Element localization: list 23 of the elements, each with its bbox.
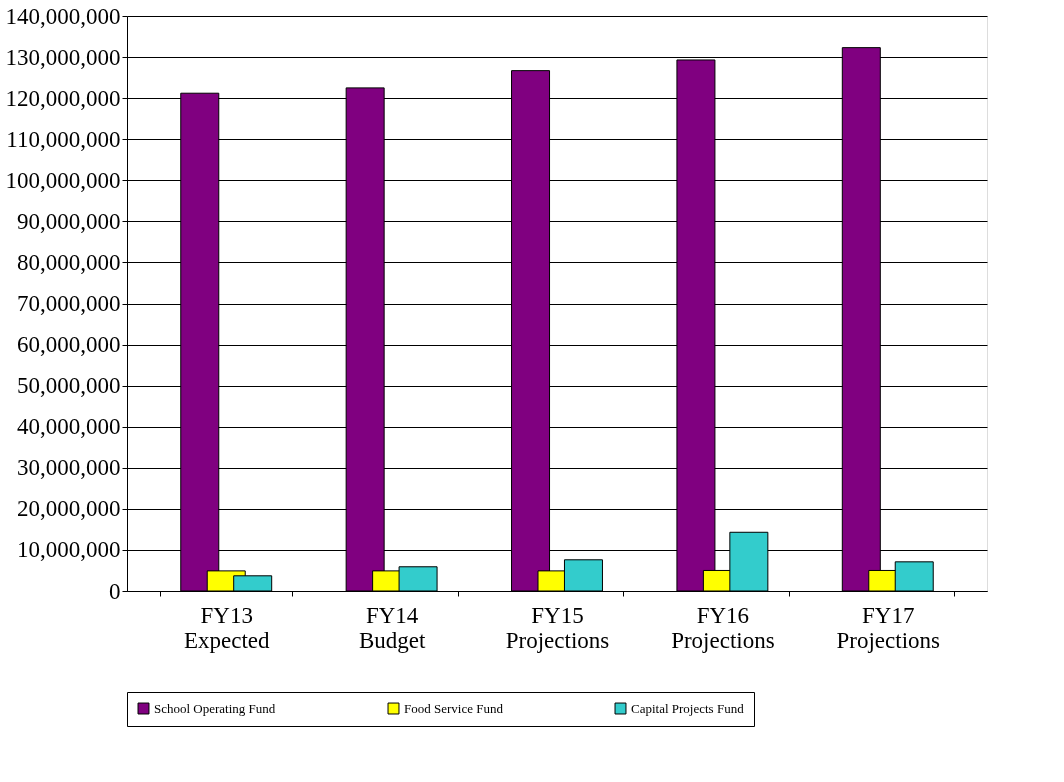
y-tick-label: 140,000,000 [5,3,121,29]
x-tick-label: FY17 Projections [836,602,941,653]
y-tick-label: 60,000,000 [17,332,121,358]
y-tick-label: 30,000,000 [17,455,121,481]
legend-label: School Operating Fund [154,700,276,716]
y-tick-label: 40,000,000 [17,414,121,440]
y-tick-label: 100,000,000 [5,167,121,193]
x-tick-label: FY13 Expected [183,602,271,653]
y-tick-label: 130,000,000 [5,44,121,70]
y-tick-label: 70,000,000 [17,291,121,316]
y-tick-label: 80,000,000 [17,249,121,275]
y-tick-label: 90,000,000 [17,208,121,234]
y-tick-label: 0 [109,578,121,604]
y-tick-label: 20,000,000 [17,496,121,522]
y-tick-label: 50,000,000 [17,373,121,399]
y-tick-label: 10,000,000 [17,537,121,563]
x-tick-label: FY14 Budget [358,602,426,653]
x-tick-label: FY16 Projections [671,602,775,653]
x-tick-label: FY15 Projections [505,602,610,653]
legend-label: Food Service Fund [404,700,504,716]
y-tick-label: 120,000,000 [5,85,121,111]
legend-label: Capital Projects Fund [631,700,745,716]
y-tick-label: 110,000,000 [6,126,121,152]
